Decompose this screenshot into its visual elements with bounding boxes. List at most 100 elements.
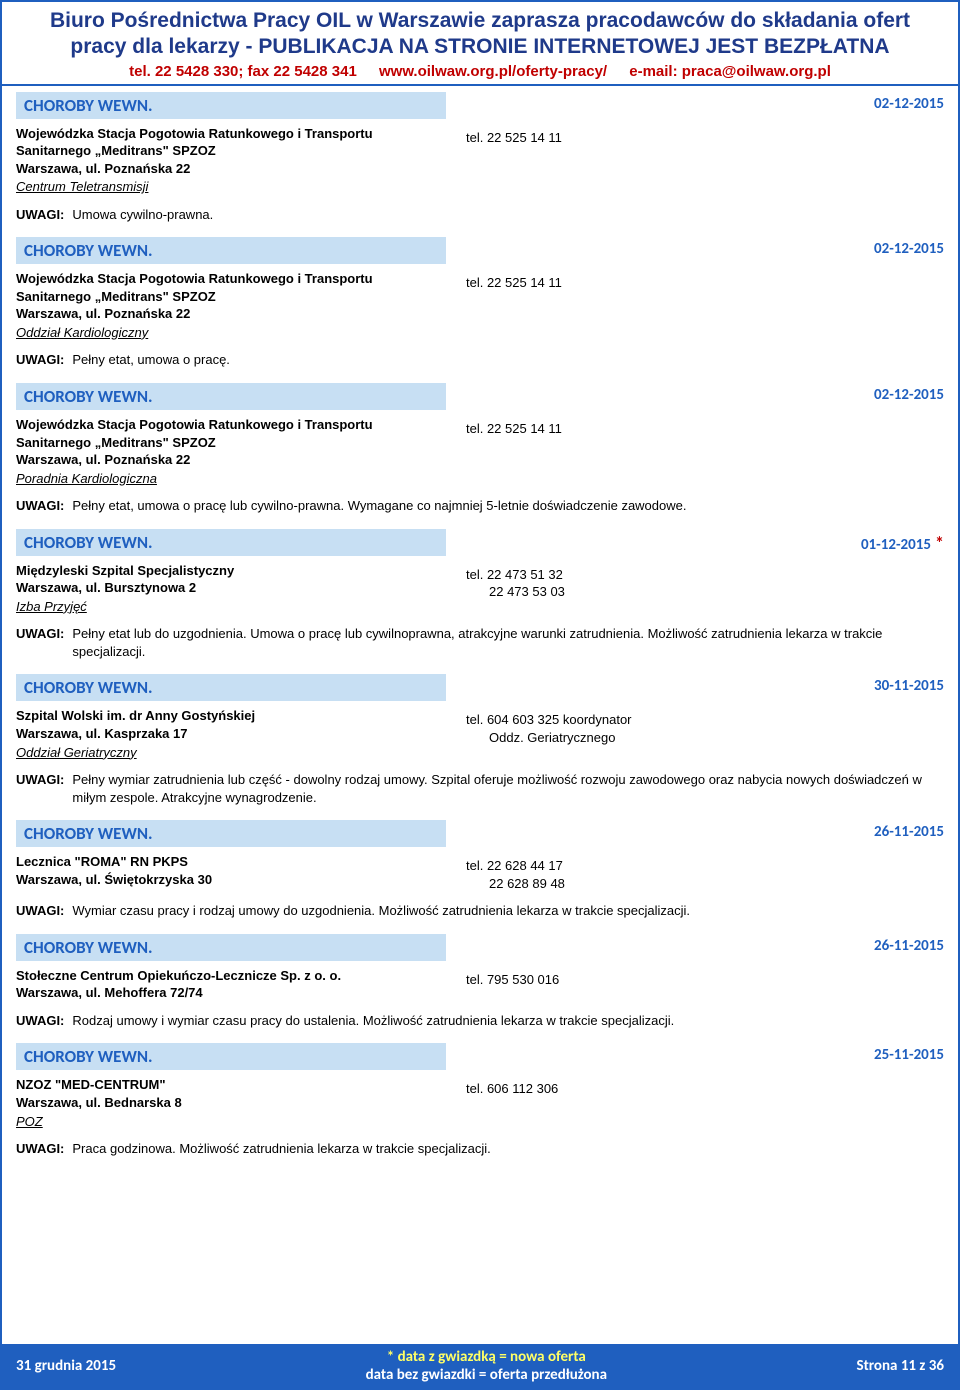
- listing: CHOROBY WEWN. 02-12-2015 Wojewódzka Stacja…: [2, 86, 958, 232]
- uwagi-row: UWAGI:Pełny wymiar zatrudnienia lub częś…: [16, 771, 944, 806]
- listing-header: CHOROBY WEWN. 01-12-2015 *: [16, 529, 944, 556]
- listing: CHOROBY WEWN.26-11-2015 Stołeczne Centrum…: [2, 928, 958, 1038]
- listing-date: 01-12-2015 *: [861, 529, 944, 554]
- contact-line: tel. 22 473 51 32: [466, 566, 565, 584]
- uwagi-text: Pełny wymiar zatrudnienia lub część - do…: [72, 771, 944, 806]
- header-title-line2: pracy dla lekarzy - PUBLIKACJA NA STRONI…: [70, 35, 889, 58]
- listing-date: 02-12-2015: [874, 237, 944, 258]
- listing-header: CHOROBY WEWN.02-12-2015: [16, 383, 944, 410]
- listing: CHOROBY WEWN. 01-12-2015 * Międzyleski Szp…: [2, 523, 958, 669]
- contact-line: tel. 606 112 306: [466, 1080, 558, 1098]
- org-block: Wojewódzka Stacja Pogotowia Ratunkowego …: [16, 125, 446, 196]
- org-block: Wojewódzka Stacja Pogotowia Ratunkowego …: [16, 270, 446, 341]
- category-bar: CHOROBY WEWN.: [16, 1043, 446, 1070]
- uwagi-text: Praca godzinowa. Możliwość zatrudnienia …: [72, 1140, 944, 1158]
- org-name: Lecznica "ROMA" RN PKPS: [16, 853, 446, 871]
- uwagi-text: Umowa cywilno-prawna.: [72, 206, 944, 224]
- uwagi-row: UWAGI: Praca godzinowa. Możliwość zatrudn…: [16, 1140, 944, 1158]
- contact-block: tel. 795 530 016: [466, 967, 559, 1002]
- header-title: Biuro Pośrednictwa Pracy OIL w Warszawie…: [12, 8, 948, 61]
- uwagi-row: UWAGI:Rodzaj umowy i wymiar czasu pracy …: [16, 1012, 944, 1030]
- uwagi-label: UWAGI:: [16, 1140, 64, 1158]
- contact-line: tel. 795 530 016: [466, 971, 559, 989]
- listing-body: Wojewódzka Stacja Pogotowia Ratunkowego …: [16, 270, 944, 341]
- header-title-line1: Biuro Pośrednictwa Pracy OIL w Warszawie…: [50, 9, 910, 32]
- uwagi-label: UWAGI:: [16, 1012, 64, 1030]
- org-name: Międzyleski Szpital Specjalistyczny: [16, 562, 446, 580]
- org-address: Warszawa, ul. Kasprzaka 17: [16, 725, 446, 743]
- uwagi-row: UWAGI: Pełny etat, umowa o pracę lub cywi…: [16, 497, 944, 515]
- listing-body: NZOZ "MED-CENTRUM"Warszawa, ul. Bednarsk…: [16, 1076, 944, 1130]
- listing: CHOROBY WEWN. 25-11-2015 NZOZ "MED-CENTRUM…: [2, 1037, 958, 1165]
- org-unit: Oddział Kardiologiczny: [16, 324, 446, 342]
- org-block: Szpital Wolski im. dr Anny GostyńskiejWa…: [16, 707, 446, 761]
- category-bar: CHOROBY WEWN.: [16, 529, 446, 556]
- category-bar: CHOROBY WEWN.: [16, 934, 446, 961]
- footer-legend-line1: * data z gwiazdką = nowa oferta: [387, 1348, 586, 1366]
- contact-block: tel. 22 525 14 11: [466, 125, 562, 196]
- org-address: Warszawa, ul. Mehoffera 72/74: [16, 984, 446, 1002]
- footer-date: 31 grudnia 2015: [16, 1357, 116, 1375]
- contact-line: tel. 604 603 325 koordynator: [466, 711, 632, 729]
- contact-block: tel. 22 473 51 3222 473 53 03: [466, 562, 565, 616]
- uwagi-text: Pełny etat lub do uzgodnienia. Umowa o p…: [72, 625, 944, 660]
- org-name: Stołeczne Centrum Opiekuńczo-Lecznicze S…: [16, 967, 446, 985]
- uwagi-label: UWAGI:: [16, 206, 64, 224]
- org-unit: Oddział Geriatryczny: [16, 744, 446, 762]
- listing-body: Lecznica "ROMA" RN PKPSWarszawa, ul. Świ…: [16, 853, 944, 892]
- listing-body: Wojewódzka Stacja Pogotowia Ratunkowego …: [16, 416, 944, 487]
- listing-header: CHOROBY WEWN. 25-11-2015: [16, 1043, 944, 1070]
- contact-line: tel. 22 525 14 11: [466, 420, 562, 438]
- listing: CHOROBY WEWN.02-12-2015Wojewódzka Stacja…: [2, 231, 958, 377]
- listing-header: CHOROBY WEWN. 30-11-2015: [16, 674, 944, 701]
- listing-body: Wojewódzka Stacja Pogotowia Ratunkowego …: [16, 125, 944, 196]
- org-address: Warszawa, ul. Poznańska 22: [16, 451, 446, 469]
- uwagi-text: Pełny etat, umowa o pracę lub cywilno-pr…: [72, 497, 944, 515]
- uwagi-label: UWAGI:: [16, 351, 64, 369]
- org-name: Wojewódzka Stacja Pogotowia Ratunkowego …: [16, 270, 446, 305]
- uwagi-text: Pełny etat, umowa o pracę.: [72, 351, 944, 369]
- footer-legend-line2: data bez gwiazdki = oferta przedłużona: [366, 1366, 607, 1384]
- org-unit: Izba Przyjęć: [16, 598, 446, 616]
- listing-date: 30-11-2015: [874, 674, 944, 695]
- category-bar: CHOROBY WEWN.: [16, 92, 446, 119]
- listing-header: CHOROBY WEWN.26-11-2015: [16, 934, 944, 961]
- listing: CHOROBY WEWN.26-11-2015 Lecznica "ROMA" R…: [2, 814, 958, 928]
- listing-date: 02-12-2015: [874, 92, 944, 113]
- contact-line: Oddz. Geriatrycznego: [466, 729, 632, 747]
- page-footer: 31 grudnia 2015 * data z gwiazdką = nowa…: [2, 1344, 958, 1388]
- listing-body: Stołeczne Centrum Opiekuńczo-Lecznicze S…: [16, 967, 944, 1002]
- listing-body: Międzyleski Szpital SpecjalistycznyWarsz…: [16, 562, 944, 616]
- contact-block: tel. 606 112 306: [466, 1076, 558, 1130]
- org-unit: Centrum Teletransmisji: [16, 178, 446, 196]
- listing-header: CHOROBY WEWN.26-11-2015: [16, 820, 944, 847]
- contact-block: tel. 22 525 14 11: [466, 416, 562, 487]
- listing-date: 26-11-2015: [874, 820, 944, 841]
- page-header: Biuro Pośrednictwa Pracy OIL w Warszawie…: [2, 2, 958, 86]
- org-block: Międzyleski Szpital SpecjalistycznyWarsz…: [16, 562, 446, 616]
- listing-date: 25-11-2015: [874, 1043, 944, 1064]
- uwagi-row: UWAGI: Umowa cywilno-prawna.: [16, 206, 944, 224]
- header-contact: tel. 22 5428 330; fax 22 5428 341 www.oi…: [12, 63, 948, 80]
- uwagi-row: UWAGI:Pełny etat lub do uzgodnienia. Umo…: [16, 625, 944, 660]
- org-name: NZOZ "MED-CENTRUM": [16, 1076, 446, 1094]
- uwagi-row: UWAGI:Wymiar czasu pracy i rodzaj umowy …: [16, 902, 944, 920]
- contact-line: 22 473 53 03: [466, 583, 565, 601]
- listing-body: Szpital Wolski im. dr Anny GostyńskiejWa…: [16, 707, 944, 761]
- uwagi-label: UWAGI:: [16, 497, 64, 515]
- org-address: Warszawa, ul. Poznańska 22: [16, 160, 446, 178]
- org-address: Warszawa, ul. Poznańska 22: [16, 305, 446, 323]
- org-unit: Poradnia Kardiologiczna: [16, 470, 446, 488]
- org-block: Lecznica "ROMA" RN PKPSWarszawa, ul. Świ…: [16, 853, 446, 892]
- contact-line: 22 628 89 48: [466, 875, 565, 893]
- org-block: NZOZ "MED-CENTRUM"Warszawa, ul. Bednarsk…: [16, 1076, 446, 1130]
- listing: CHOROBY WEWN. 30-11-2015 Szpital Wolski im…: [2, 668, 958, 814]
- category-bar: CHOROBY WEWN.: [16, 674, 446, 701]
- uwagi-row: UWAGI: Pełny etat, umowa o pracę.: [16, 351, 944, 369]
- listing: CHOROBY WEWN.02-12-2015 Wojewódzka Stacja…: [2, 377, 958, 523]
- listing-date: 02-12-2015: [874, 383, 944, 404]
- org-address: Warszawa, ul. Bursztynowa 2: [16, 579, 446, 597]
- uwagi-label: UWAGI:: [16, 771, 64, 806]
- header-email: e-mail: praca@oilwaw.org.pl: [629, 63, 831, 80]
- star-icon: *: [931, 532, 944, 554]
